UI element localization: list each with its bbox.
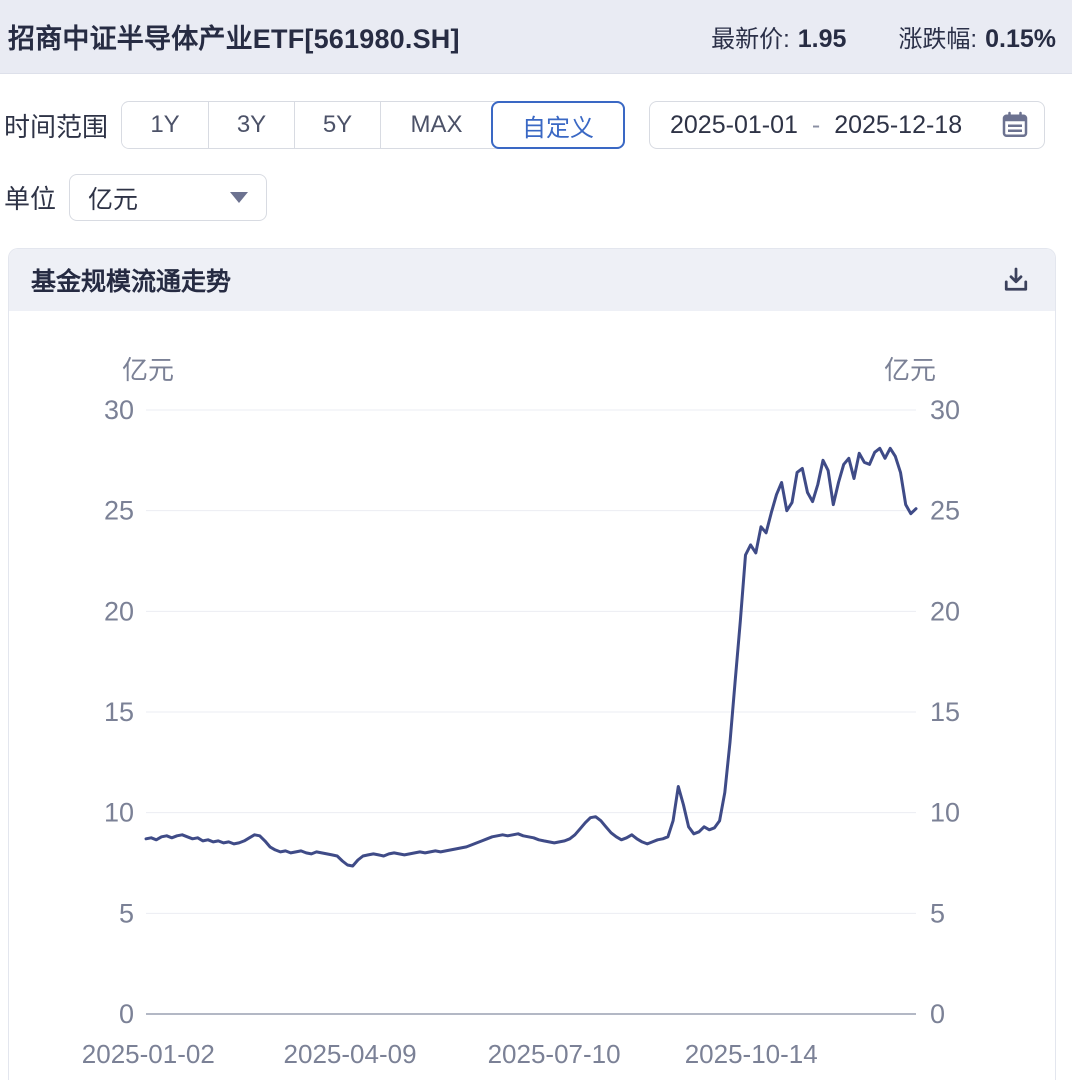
chart-panel-header: 基金规模流通走势 (9, 249, 1055, 311)
y-axis-tick-left: 5 (119, 898, 134, 928)
range-button-1y[interactable]: 1Y (122, 102, 209, 148)
fund-size-line-chart: 0 0 5 5 10 10 15 15 20 20 25 25 30 30 亿元 亿元 2025-01-02 20… (82, 355, 960, 1069)
latest-price-value: 1.95 (797, 25, 847, 53)
chart-panel-title: 基金规模流通走势 (31, 268, 232, 296)
date-start-value[interactable]: 2025-01-01 (670, 110, 798, 139)
header-stats: 最新价: 1.95 涨跌幅: 0.15% (711, 19, 1056, 54)
y-axis-tick-right: 5 (930, 898, 945, 928)
range-button-3y[interactable]: 3Y (208, 102, 295, 148)
x-axis-tick: 2025-10-14 (685, 1039, 818, 1069)
time-range-button-group: 1Y 3Y 5Y MAX 自定义 (121, 101, 626, 149)
time-range-label: 时间范围 (4, 111, 109, 142)
y-axis-unit-left: 亿元 (122, 355, 174, 385)
change-percent-value: 0.15% (985, 25, 1056, 53)
chart-panel: 基金规模流通走势 0 0 5 5 10 10 15 15 20 20 25 25 30 30 亿元 亿元 202… (8, 248, 1056, 1080)
change-percent-stat: 涨跌幅: 0.15% (898, 19, 1056, 54)
latest-price-stat: 最新价: 1.95 (711, 19, 846, 54)
y-axis-tick-left: 20 (104, 596, 134, 626)
y-axis-tick-right: 20 (930, 596, 960, 626)
range-button-label: 5Y (322, 111, 353, 138)
y-axis-unit-right: 亿元 (884, 355, 936, 385)
time-range-row: 时间范围 1Y 3Y 5Y MAX 自定义 2025-01-01 - 2025-… (4, 101, 1072, 149)
download-icon[interactable] (1001, 265, 1031, 295)
x-axis-tick: 2025-04-09 (284, 1039, 417, 1069)
x-axis-tick: 2025-07-10 (488, 1039, 621, 1069)
unit-select-value: 亿元 (88, 185, 139, 214)
latest-price-label: 最新价: (711, 26, 790, 53)
y-axis-tick-right: 10 (930, 798, 960, 828)
y-axis-tick-left: 15 (104, 697, 134, 727)
y-axis-tick-left: 0 (119, 999, 134, 1029)
unit-select[interactable]: 亿元 (69, 174, 268, 221)
chevron-down-icon (230, 192, 249, 203)
date-range-picker[interactable]: 2025-01-01 - 2025-12-18 (649, 101, 1045, 149)
range-button-max[interactable]: MAX (380, 102, 493, 148)
unit-row: 单位 亿元 (4, 174, 1072, 221)
range-button-label: 1Y (150, 111, 180, 138)
y-axis-tick-left: 30 (104, 395, 134, 425)
range-button-label: 自定义 (522, 114, 595, 142)
series-line (144, 446, 918, 868)
range-button-label: MAX (410, 111, 463, 138)
y-axis-tick-right: 15 (930, 697, 960, 727)
unit-label: 单位 (4, 184, 57, 214)
fund-size-chart[interactable]: 0 0 5 5 10 10 15 15 20 20 25 25 30 30 亿元 亿元 2025-01-02 20… (9, 311, 1055, 1080)
y-axis-tick-left: 10 (104, 798, 134, 828)
change-percent-label: 涨跌幅: (898, 26, 978, 53)
range-button-label: 3Y (236, 111, 267, 138)
range-button-custom[interactable]: 自定义 (491, 101, 626, 149)
range-button-5y[interactable]: 5Y (294, 102, 381, 148)
page-header: 招商中证半导体产业ETF[561980.SH] 最新价: 1.95 涨跌幅: 0… (0, 0, 1072, 74)
x-axis-tick: 2025-01-02 (82, 1039, 215, 1069)
y-axis-tick-right: 0 (930, 999, 945, 1029)
y-axis-tick-right: 30 (930, 395, 960, 425)
date-end-value[interactable]: 2025-12-18 (834, 110, 963, 139)
date-separator: - (811, 110, 821, 139)
y-axis-tick-right: 25 (930, 496, 960, 526)
calendar-icon[interactable] (1000, 110, 1030, 140)
fund-title: 招商中证半导体产业ETF[561980.SH] (8, 24, 460, 54)
y-axis-tick-left: 25 (104, 496, 134, 526)
